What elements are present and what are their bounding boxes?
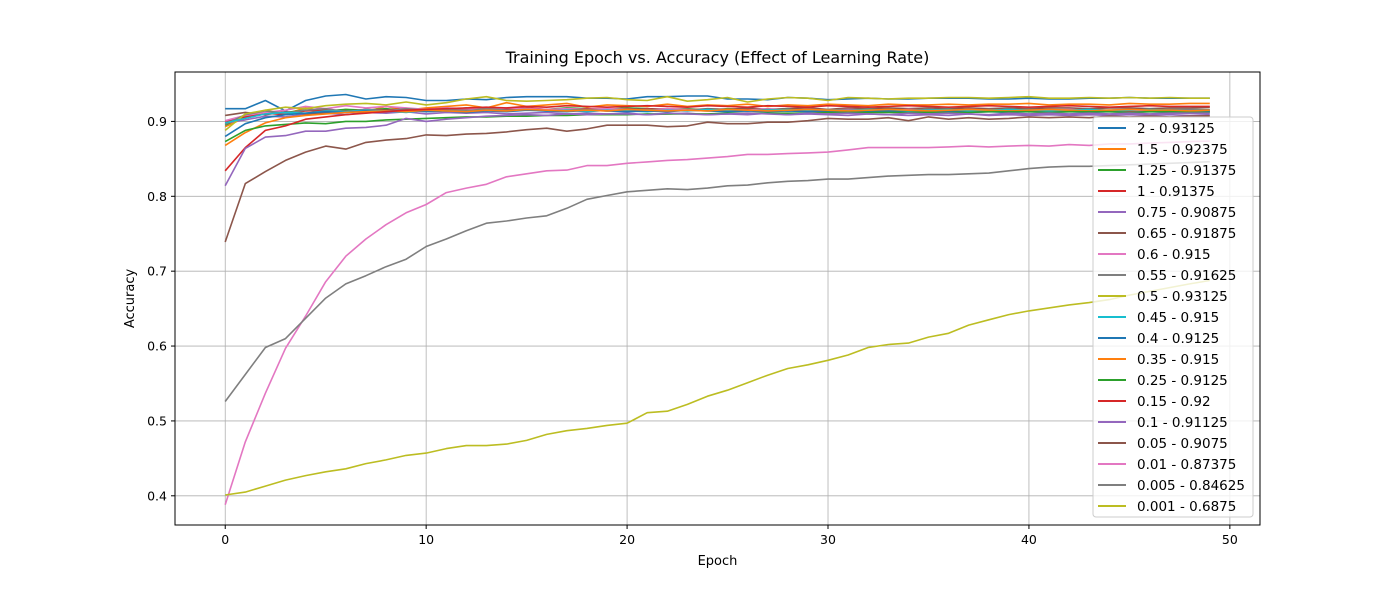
legend-entry: 0.1 - 0.91125 <box>1137 415 1228 431</box>
y-tick-label: 0.9 <box>147 114 167 129</box>
legend-entry: 0.55 - 0.91625 <box>1137 268 1236 284</box>
legend-entry: 0.35 - 0.915 <box>1137 352 1219 368</box>
legend-entry: 0.45 - 0.915 <box>1137 310 1219 326</box>
legend-entry: 1.5 - 0.92375 <box>1137 142 1228 158</box>
legend: 2 - 0.93125 1.5 - 0.92375 1.25 - 0.91375 1 … <box>1092 116 1254 518</box>
series-line-17 <box>224 160 1210 402</box>
x-tick-label: 10 <box>418 532 434 547</box>
legend-entry: 0.5 - 0.93125 <box>1137 289 1228 305</box>
y-tick-label: 0.5 <box>147 413 167 428</box>
x-axis-label: Epoch <box>698 554 738 569</box>
legend-entry: 0.05 - 0.9075 <box>1137 436 1228 452</box>
y-tick-label: 0.7 <box>147 264 167 279</box>
legend-entry: 0.001 - 0.6875 <box>1137 499 1236 515</box>
plot-frame <box>174 71 1261 526</box>
series-line-8 <box>224 95 1210 132</box>
y-tick-label: 0.6 <box>147 339 167 354</box>
series-line-14 <box>224 112 1210 187</box>
y-axis-label: Accuracy <box>123 269 138 329</box>
x-tick-label: 40 <box>1021 532 1037 547</box>
series-line-18 <box>225 279 1210 496</box>
legend-entry: 0.25 - 0.9125 <box>1137 373 1228 389</box>
legend-entry: 1 - 0.91375 <box>1137 184 1215 200</box>
series-line-15 <box>224 115 1210 243</box>
legend-entry: 0.005 - 0.84625 <box>1137 478 1245 494</box>
legend-box <box>1092 116 1254 518</box>
series-lines <box>224 93 1210 506</box>
x-tick-label: 30 <box>820 532 836 547</box>
series-line-16 <box>224 140 1210 506</box>
series-line-13 <box>224 104 1210 172</box>
legend-entry: 0.65 - 0.91875 <box>1137 226 1236 242</box>
legend-entry: 0.15 - 0.92 <box>1137 394 1211 410</box>
y-tick-label: 0.8 <box>147 189 167 204</box>
legend-entry: 1.25 - 0.91375 <box>1137 163 1236 179</box>
x-tick-label: 0 <box>221 532 229 547</box>
x-tick-label: 20 <box>619 532 635 547</box>
series-line-0 <box>225 93 1210 112</box>
legend-entry: 0.6 - 0.915 <box>1137 247 1211 263</box>
legend-entry: 0.01 - 0.87375 <box>1137 457 1236 473</box>
legend-entry: 0.4 - 0.9125 <box>1137 331 1219 347</box>
legend-entry: 0.75 - 0.90875 <box>1137 205 1236 221</box>
legend-entry: 2 - 0.93125 <box>1137 121 1215 137</box>
y-tick-label: 0.4 <box>147 488 167 503</box>
axis-ticks: 0 10 20 30 40 50 0.4 0.5 0.6 0.7 0.8 0.9 <box>147 114 1238 547</box>
chart-title: Training Epoch vs. Accuracy (Effect of L… <box>505 48 930 67</box>
x-tick-label: 50 <box>1222 532 1238 547</box>
